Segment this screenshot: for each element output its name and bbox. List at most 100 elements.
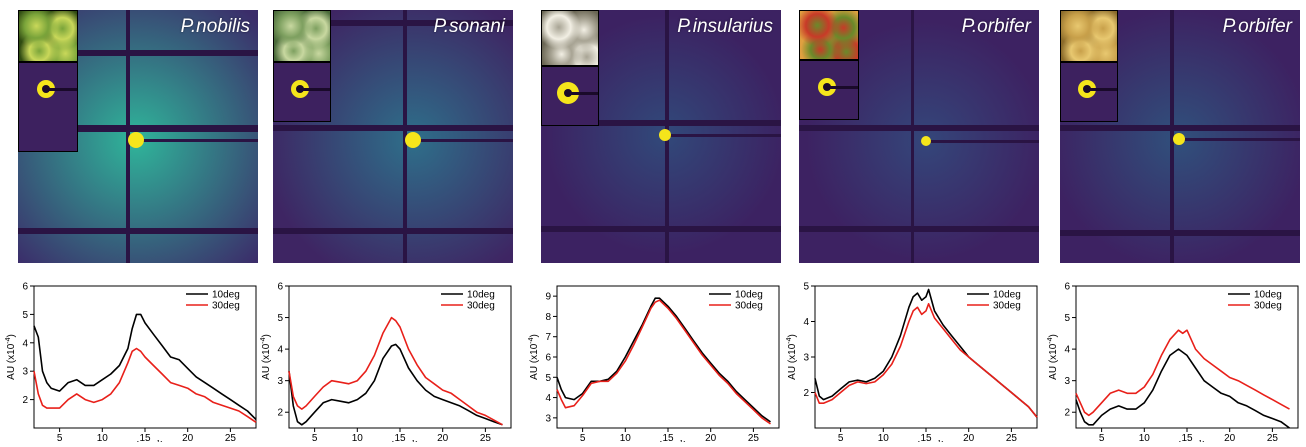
saxs-profile-chart: 5 10 15 20 25 2 3 4 5 6 q (nm-1) AU (x10-4) 10deg30d… xyxy=(1044,280,1302,447)
series-line-30deg xyxy=(1075,329,1290,417)
y-tick-label: 3 xyxy=(22,367,28,378)
y-tick-label: 2 xyxy=(277,408,283,419)
direct-beam-spot xyxy=(659,129,671,141)
y-tick-label: 8 xyxy=(545,312,551,323)
y-tick-label: 6 xyxy=(22,282,28,293)
series-line-30deg xyxy=(556,299,771,425)
x-axis-label: q (nm-1) xyxy=(649,440,687,442)
y-axis-label: AU (x10-4) xyxy=(260,334,272,380)
zoomed-pattern-inset xyxy=(1060,62,1118,122)
y-axis-label: AU (x10-4) xyxy=(786,334,798,380)
legend-label: 30deg xyxy=(735,301,763,312)
x-tick-label: 10 xyxy=(620,433,632,442)
y-tick-label: 5 xyxy=(803,282,809,293)
y-axis-label: AU (x10-4) xyxy=(1047,334,1059,380)
chart-svg: 5 10 15 20 25 2 3 4 5 q (nm-1) AU (x10-4) 10deg30de… xyxy=(786,282,1038,447)
x-axis-label: q (nm-1) xyxy=(1168,440,1206,442)
series-line-10deg xyxy=(33,313,257,421)
beamstop-arm xyxy=(300,88,330,91)
beamstop-arm xyxy=(1087,88,1117,91)
saxs-pattern-image xyxy=(799,10,1039,263)
detector-gap xyxy=(18,228,258,234)
beamstop xyxy=(1182,138,1300,141)
detector-gap xyxy=(273,228,513,234)
detector-gap xyxy=(18,125,258,132)
chart-svg: 5 10 15 20 25 3 4 5 6 7 8 9 q (nm-1) AU (x10-4) 10deg3… xyxy=(528,285,780,447)
series-line-10deg xyxy=(556,297,771,423)
detector-gap xyxy=(1060,230,1300,236)
zoomed-pattern-inset xyxy=(799,60,859,120)
x-tick-label: 5 xyxy=(312,433,318,442)
detector-gap xyxy=(799,226,1039,232)
y-tick-label: 3 xyxy=(277,376,283,387)
x-tick-label: 10 xyxy=(1139,433,1151,442)
y-tick-label: 2 xyxy=(803,388,809,399)
chart-svg: 5 10 15 20 25 2 3 4 5 6 q (nm-1) AU (x10-4) 10deg30d… xyxy=(260,282,512,447)
y-tick-label: 5 xyxy=(277,313,283,324)
series-line-30deg xyxy=(288,316,503,426)
species-label: P.orbifer xyxy=(1222,16,1292,37)
detector-gap xyxy=(1170,10,1174,263)
x-axis-label: q (nm-1) xyxy=(126,440,164,442)
species-label: P.sonani xyxy=(433,16,506,37)
beetle-photo xyxy=(1060,10,1118,62)
x-tick-label: 25 xyxy=(1006,433,1018,442)
x-tick-label: 25 xyxy=(480,433,492,442)
y-tick-label: 4 xyxy=(545,393,551,404)
x-tick-label: 15 xyxy=(394,433,406,442)
y-tick-label: 4 xyxy=(1064,345,1070,356)
beamstop xyxy=(929,140,1039,143)
detector-gap xyxy=(18,50,258,56)
direct-beam-spot xyxy=(1173,133,1185,145)
direct-beam-spot xyxy=(405,132,421,148)
x-tick-label: 10 xyxy=(97,433,109,442)
x-tick-label: 25 xyxy=(748,433,760,442)
x-tick-label: 10 xyxy=(352,433,364,442)
y-tick-label: 9 xyxy=(545,292,551,303)
saxs-pattern-image xyxy=(273,10,513,263)
legend-label: 10deg xyxy=(735,290,763,301)
detector-gap xyxy=(541,120,781,126)
x-tick-label: 5 xyxy=(1099,433,1105,442)
x-axis-label: q (nm-1) xyxy=(381,440,419,442)
y-tick-label: 6 xyxy=(1064,282,1070,293)
y-axis-label: AU (x10-4) xyxy=(528,334,540,380)
legend-label: 30deg xyxy=(212,301,240,312)
y-tick-label: 3 xyxy=(1064,376,1070,387)
series-line-10deg xyxy=(1075,348,1290,429)
y-tick-label: 2 xyxy=(1064,408,1070,419)
y-tick-label: 5 xyxy=(22,310,28,321)
saxs-pattern-image xyxy=(18,10,258,263)
y-tick-label: 3 xyxy=(803,353,809,364)
series-line-30deg xyxy=(814,303,1038,418)
legend-label: 30deg xyxy=(1254,301,1282,312)
species-label: P.insularius xyxy=(677,16,773,37)
saxs-pattern-image xyxy=(541,10,781,263)
legend-label: 30deg xyxy=(993,301,1021,312)
chart-svg: 5 10 15 20 25 2 3 4 5 6 q (nm-1) AU (x10-4) 10deg30d… xyxy=(5,282,257,447)
y-tick-label: 5 xyxy=(1064,313,1070,324)
detector-gap xyxy=(911,10,914,263)
x-tick-label: 15 xyxy=(920,433,932,442)
series-line-10deg xyxy=(288,343,503,426)
zoomed-pattern-inset xyxy=(541,66,599,126)
legend-label: 30deg xyxy=(467,301,495,312)
y-tick-label: 4 xyxy=(22,338,28,349)
species-label: P.nobilis xyxy=(180,16,250,37)
zoomed-pattern-inset xyxy=(18,62,78,152)
x-tick-label: 25 xyxy=(1267,433,1279,442)
saxs-profile-chart: 5 10 15 20 25 3 4 5 6 7 8 9 q (nm-1) AU (x10-4) 10deg3… xyxy=(525,280,783,447)
y-axis-label: AU (x10-4) xyxy=(5,334,17,380)
beamstop-arm xyxy=(827,86,858,89)
x-tick-label: 20 xyxy=(182,433,194,442)
x-tick-label: 15 xyxy=(139,433,151,442)
detector-gap xyxy=(273,20,513,26)
legend-label: 10deg xyxy=(467,290,495,301)
saxs-profile-chart: 5 10 15 20 25 2 3 4 5 6 q (nm-1) AU (x10-4) 10deg30d… xyxy=(2,280,260,447)
beamstop xyxy=(419,139,513,142)
x-tick-label: 20 xyxy=(437,433,449,442)
y-tick-label: 3 xyxy=(545,413,551,424)
direct-beam-spot xyxy=(921,136,931,146)
y-tick-label: 7 xyxy=(545,332,551,343)
series-line-30deg xyxy=(33,347,257,423)
